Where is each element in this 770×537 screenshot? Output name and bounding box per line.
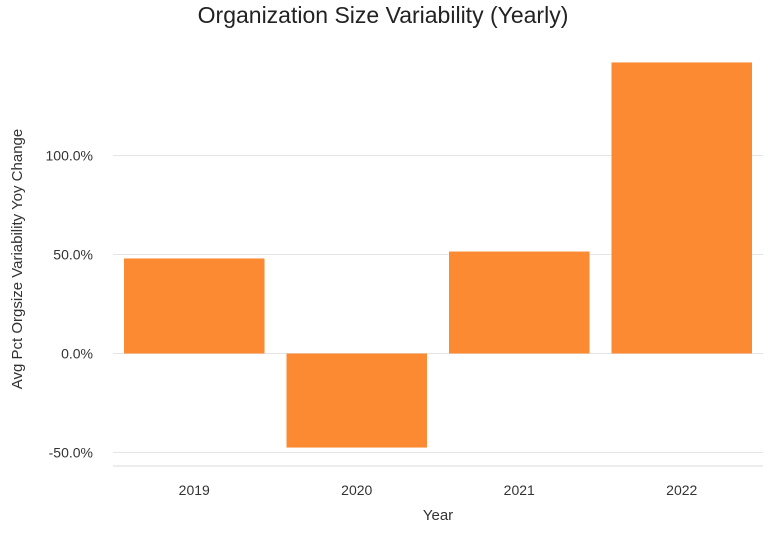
chart-title: Organization Size Variability (Yearly) — [198, 2, 569, 28]
x-tick-label: 2020 — [341, 482, 372, 498]
bar-2020[interactable] — [286, 353, 428, 448]
y-tick-label: 50.0% — [53, 247, 93, 263]
bar-2021[interactable] — [449, 251, 590, 354]
bar-2019[interactable] — [124, 258, 265, 354]
y-axis-title: Avg Pct Orgsize Variability Yoy Change — [9, 129, 26, 389]
y-tick-label: -50.0% — [49, 445, 93, 461]
bars — [124, 62, 753, 448]
bar-2022[interactable] — [611, 62, 753, 354]
x-tick-label: 2022 — [666, 482, 697, 498]
x-axis-title: Year — [423, 507, 453, 524]
x-tick-label: 2019 — [179, 482, 210, 498]
x-tick-label: 2021 — [504, 482, 535, 498]
y-tick-label: 0.0% — [61, 346, 93, 362]
x-tick-labels: 2019 2020 2021 2022 — [179, 482, 698, 498]
y-tick-label: 100.0% — [46, 148, 93, 164]
y-tick-labels: -50.0% 0.0% 50.0% 100.0% — [46, 148, 93, 461]
